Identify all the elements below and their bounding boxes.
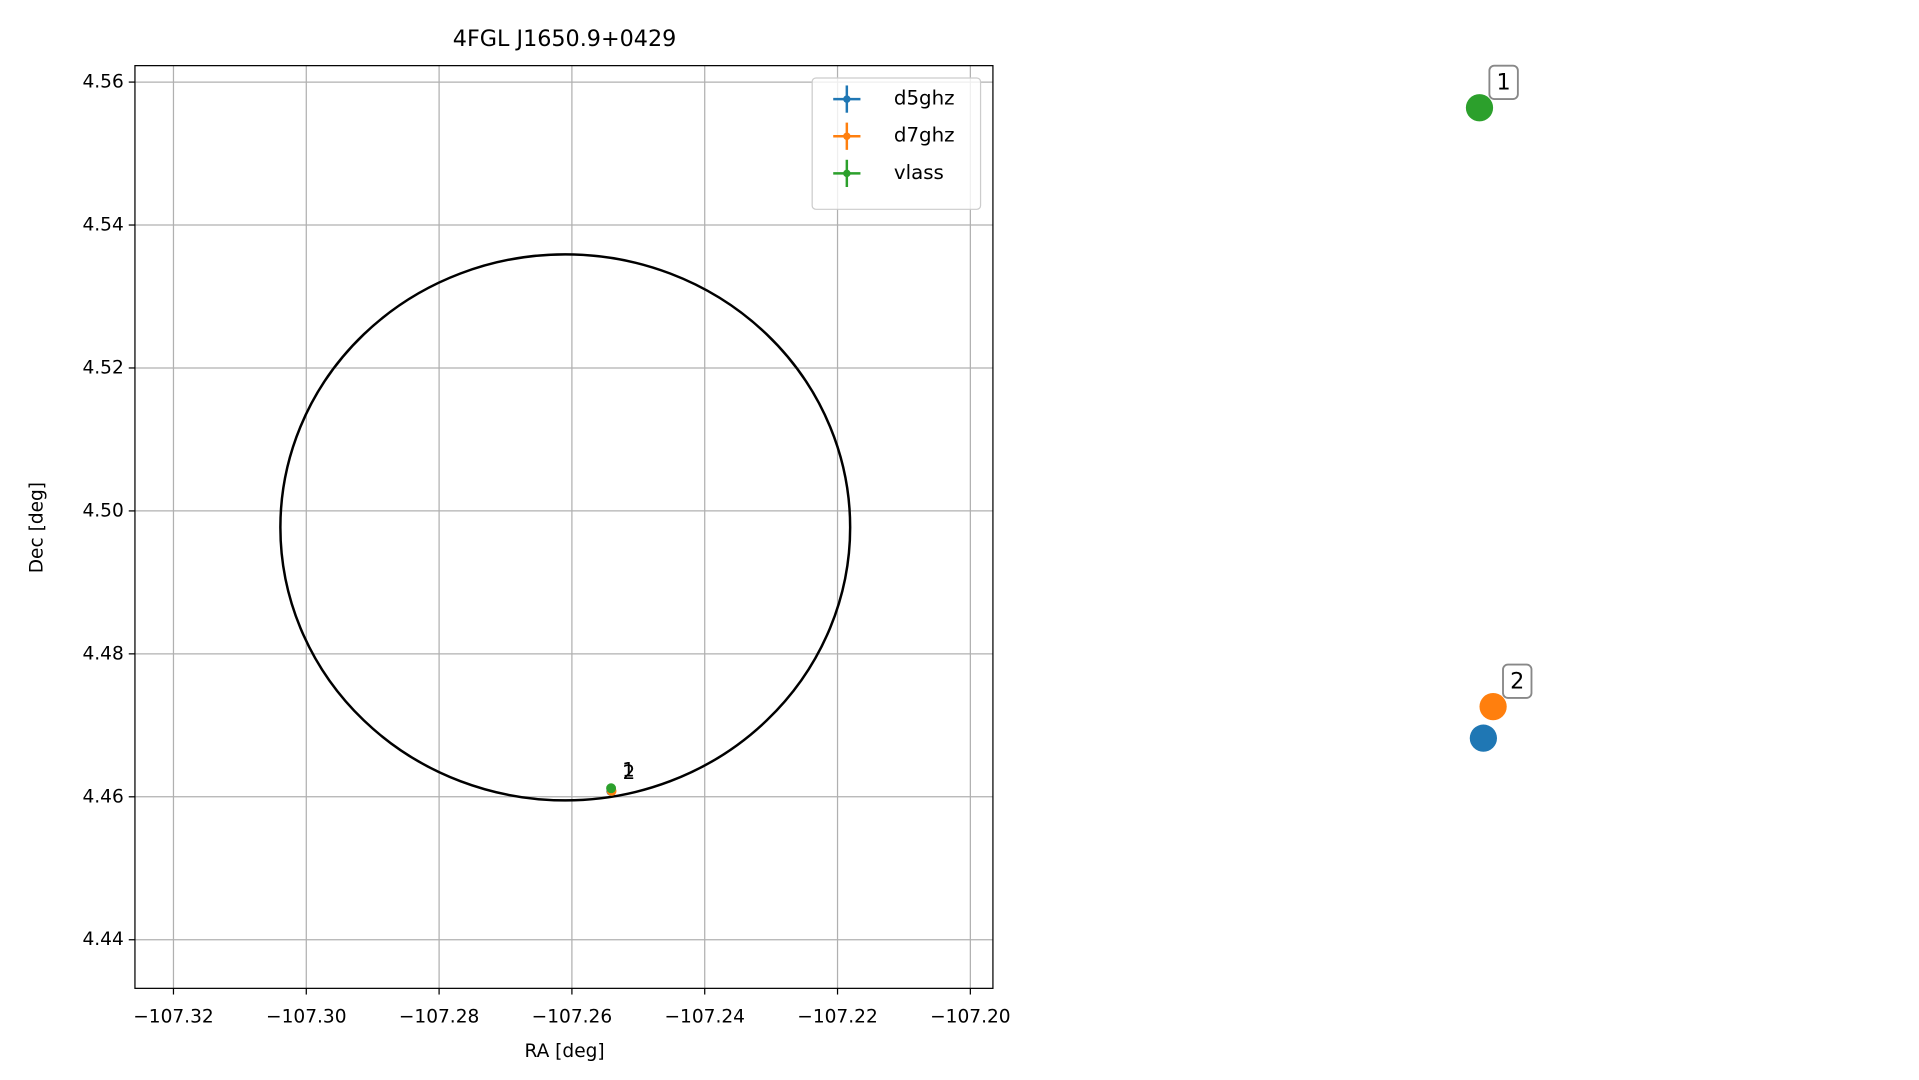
y-tick-label: 4.44 — [82, 929, 123, 950]
inset-label-box — [1502, 663, 1533, 699]
legend-label: d7ghz — [894, 124, 955, 147]
inset-point — [1465, 94, 1494, 122]
inset-point — [1479, 693, 1507, 721]
y-tick-label: 4.48 — [82, 643, 123, 664]
inset-point — [1469, 724, 1497, 752]
error-ellipse — [279, 253, 852, 802]
point-label: 2 — [623, 761, 636, 784]
inset-label: 1 — [1497, 69, 1511, 95]
x-tick-label: −107.24 — [664, 1006, 745, 1027]
inset-label: 2 — [1510, 668, 1524, 694]
point — [606, 783, 617, 794]
x-tick-label: −107.30 — [266, 1006, 347, 1027]
legend-label: vlass — [894, 161, 944, 184]
y-tick-label: 4.54 — [82, 215, 123, 236]
y-tick-label: 4.50 — [82, 500, 123, 521]
point-label: 1 — [622, 758, 635, 781]
y-tick-label: 4.56 — [82, 72, 123, 93]
legend-label: d5ghz — [894, 87, 955, 110]
x-tick-label: −107.32 — [133, 1006, 214, 1027]
x-tick-label: −107.20 — [930, 1006, 1011, 1027]
y-axis-label: Dec [deg] — [27, 482, 48, 573]
x-tick-label: −107.26 — [532, 1006, 613, 1027]
y-tick-label: 4.52 — [82, 357, 123, 378]
legend-box — [811, 77, 982, 210]
legend-marker — [843, 132, 851, 140]
x-tick-label: −107.22 — [797, 1006, 878, 1027]
x-tick-label: −107.28 — [399, 1006, 480, 1027]
chart-title: 4FGL J1650.9+0429 — [453, 26, 676, 52]
inset-label-box — [1488, 64, 1519, 101]
legend-marker — [843, 169, 851, 178]
x-axis-label: RA [deg] — [524, 1041, 604, 1062]
y-tick-label: 4.46 — [82, 786, 123, 807]
plot-frame — [134, 65, 994, 989]
legend-marker — [843, 95, 851, 103]
